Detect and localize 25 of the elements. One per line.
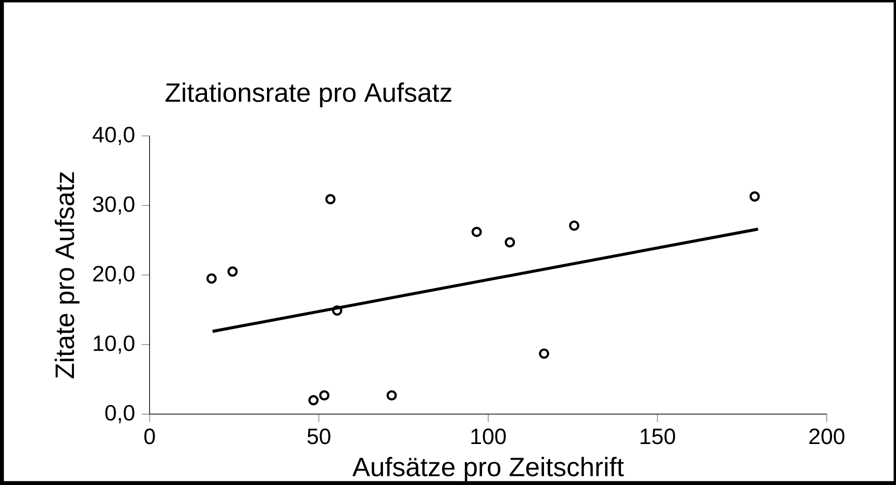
point xyxy=(206,273,217,284)
x-tick-label: 150 xyxy=(640,428,676,444)
point xyxy=(325,194,336,204)
x-axis-title: Aufsätze pro Zeitschrift xyxy=(352,456,624,482)
point xyxy=(308,395,319,406)
x-tick-label: 0 xyxy=(144,428,155,444)
point xyxy=(332,305,342,316)
x-tick-label: 100 xyxy=(471,428,506,444)
y-tick-label: 20,0 xyxy=(93,266,134,284)
y-tick-label: 30,0 xyxy=(92,196,134,215)
y-axis-title: Zitate pro Aufsatz xyxy=(54,172,80,378)
x-tick-label: 200 xyxy=(809,428,844,444)
point xyxy=(569,220,580,231)
point xyxy=(472,226,482,238)
point xyxy=(386,390,397,401)
y-tick-label: 0,0 xyxy=(105,404,134,424)
x-tick-label: 50 xyxy=(307,428,330,444)
point xyxy=(227,266,238,277)
chart-title: Zitationsrate pro Aufsatz xyxy=(166,82,452,108)
y-tick-label: 40,0 xyxy=(92,126,134,146)
point xyxy=(504,237,516,248)
y-tick-label: 10,0 xyxy=(94,335,134,354)
point xyxy=(538,348,550,359)
point xyxy=(319,390,330,401)
point xyxy=(749,191,760,202)
